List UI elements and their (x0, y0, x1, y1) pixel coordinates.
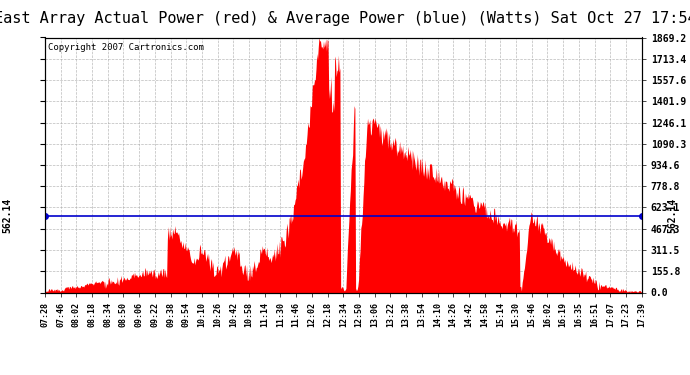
Text: 562.14: 562.14 (668, 198, 678, 233)
Text: Copyright 2007 Cartronics.com: Copyright 2007 Cartronics.com (48, 43, 204, 52)
Text: East Array Actual Power (red) & Average Power (blue) (Watts) Sat Oct 27 17:54: East Array Actual Power (red) & Average … (0, 11, 690, 26)
Text: 562.14: 562.14 (2, 198, 12, 233)
